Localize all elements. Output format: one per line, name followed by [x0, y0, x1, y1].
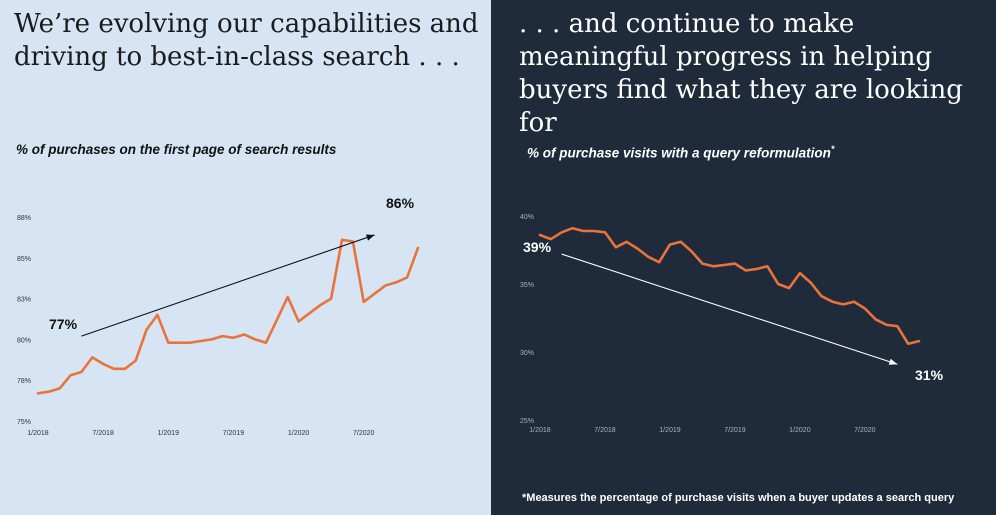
right-chart-title: % of purchase visits with a query reform…: [527, 144, 834, 161]
right-panel: . . . and continue to make meaningful pr…: [491, 0, 996, 515]
trend-arrow-line: [561, 253, 898, 365]
right-line-chart: 25% 30% 35% 40% 1/2018 7/2018 1/2019 7/2019 1/20…: [520, 214, 944, 434]
y-tick-label: 80%: [17, 337, 31, 344]
trend-arrowhead: [365, 234, 375, 241]
footnote-marker: *: [830, 144, 835, 154]
series-line: [36, 238, 420, 395]
x-tick-label: 7/2020: [353, 430, 375, 437]
x-tick-label: 7/2018: [594, 427, 616, 434]
x-tick-label: 1/2019: [158, 430, 180, 437]
y-tick-label: 75%: [17, 419, 31, 426]
start-value-label: 39%: [523, 239, 552, 255]
x-tick-label: 1/2020: [789, 427, 811, 434]
end-value-label: 31%: [915, 367, 944, 383]
left-panel: We’re evolving our capabilities and driv…: [0, 0, 491, 515]
end-value-label: 86%: [386, 195, 415, 211]
series-line: [538, 226, 921, 346]
y-tick-label: 25%: [520, 418, 534, 425]
x-tick-label: 7/2019: [724, 427, 746, 434]
y-tick-label: 85%: [17, 256, 31, 263]
trend-arrow-line: [81, 234, 375, 337]
right-headline: . . . and continue to make meaningful pr…: [519, 9, 963, 138]
x-tick-label: 1/2019: [659, 427, 681, 434]
y-tick-label: 88%: [17, 215, 31, 222]
left-headline: We’re evolving our capabilities and driv…: [14, 9, 479, 72]
x-tick-label: 7/2018: [92, 430, 114, 437]
x-tick-label: 1/2020: [288, 430, 310, 437]
y-tick-label: 78%: [17, 378, 31, 385]
x-tick-label: 1/2018: [27, 430, 49, 437]
y-tick-label: 30%: [520, 350, 534, 357]
x-tick-label: 1/2018: [529, 427, 551, 434]
left-line-chart: 75% 78% 80% 83% 85% 88% 1/2018 7/2018 1/2019 7/20…: [17, 195, 420, 437]
right-chart-title-text: % of purchase visits with a query reform…: [527, 145, 831, 161]
x-tick-label: 7/2019: [223, 430, 245, 437]
y-tick-label: 40%: [520, 214, 534, 221]
left-chart-title: % of purchases on the first page of sear…: [16, 142, 337, 157]
trend-arrowhead: [888, 358, 898, 365]
start-value-label: 77%: [49, 316, 78, 332]
y-tick-label: 35%: [520, 282, 534, 289]
y-tick-label: 83%: [17, 297, 31, 304]
x-tick-label: 7/2020: [854, 427, 876, 434]
footnote: *Measures the percentage of purchase vis…: [522, 492, 955, 504]
